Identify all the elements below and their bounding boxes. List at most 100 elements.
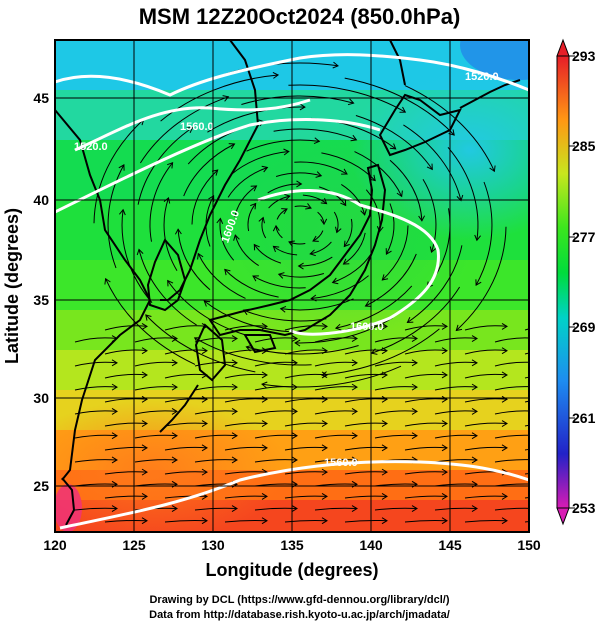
streamline	[471, 335, 478, 342]
coastline-korea-peninsula	[146, 238, 187, 312]
streamline	[74, 459, 118, 463]
streamline	[141, 517, 148, 525]
streamline	[464, 373, 508, 379]
streamline	[494, 386, 529, 391]
streamline	[532, 384, 537, 390]
streamline	[242, 308, 250, 316]
streamline	[374, 337, 418, 343]
streamline	[74, 507, 118, 511]
streamline	[411, 335, 418, 342]
streamline	[321, 395, 328, 403]
streamline	[332, 61, 339, 69]
streamline	[434, 337, 478, 343]
streamline	[381, 517, 388, 525]
streamline	[434, 410, 478, 415]
streamline	[203, 300, 289, 333]
streamline	[494, 410, 529, 415]
streamline	[347, 98, 355, 106]
streamline	[141, 468, 148, 476]
credit-drawing: Drawing by DCL (https://www.gfd-dennou.o…	[149, 594, 450, 606]
streamline	[254, 386, 298, 391]
streamline	[74, 337, 118, 343]
streamline	[434, 507, 478, 511]
streamline	[261, 381, 268, 389]
y-axis-ticks: 25 30 35 40 45	[33, 90, 49, 494]
contour-label: 1560.0	[324, 457, 358, 469]
streamline	[314, 337, 358, 343]
streamline	[224, 373, 268, 379]
streamline	[374, 434, 418, 439]
streamline	[501, 347, 508, 355]
contour-1560-south	[59, 460, 529, 530]
warm-sw-region	[55, 400, 290, 532]
colorbar-bottom-arrow	[556, 507, 570, 526]
x-tick-label: 145	[438, 537, 462, 553]
streamline	[344, 471, 388, 475]
streamline	[434, 459, 478, 463]
streamline	[201, 517, 208, 525]
streamline	[381, 371, 388, 379]
streamline	[254, 337, 298, 343]
streamline	[105, 278, 196, 365]
streamline	[310, 241, 332, 255]
streamline	[174, 228, 182, 235]
streamline	[141, 444, 148, 452]
streamline	[434, 386, 478, 391]
contour-label: 1520.0	[465, 71, 499, 83]
streamline	[288, 240, 295, 247]
streamline	[376, 226, 384, 233]
y-tick-label: 25	[33, 478, 49, 494]
x-tick-label: 150	[517, 537, 541, 553]
streamline	[441, 395, 448, 403]
streamline	[313, 137, 321, 145]
streamline	[163, 197, 178, 271]
streamline	[261, 217, 267, 239]
streamline	[314, 410, 358, 415]
streamline	[224, 268, 231, 276]
streamline	[441, 420, 448, 427]
streamline	[111, 407, 118, 415]
streamline	[252, 275, 259, 282]
streamline	[278, 273, 325, 278]
streamline	[381, 347, 388, 355]
streamline	[355, 115, 433, 170]
streamline	[407, 245, 463, 323]
streamline	[321, 444, 328, 452]
streamline	[501, 322, 508, 330]
streamline	[167, 280, 245, 335]
streamline	[381, 420, 388, 427]
x-tick-label: 140	[359, 537, 383, 553]
streamline	[111, 505, 118, 512]
streamline	[134, 434, 178, 439]
cold-ne-region	[350, 60, 529, 240]
streamline	[261, 371, 268, 379]
streamline	[284, 193, 291, 201]
streamline	[314, 361, 358, 367]
streamline	[254, 434, 298, 439]
streamline	[441, 517, 448, 525]
streamline	[385, 248, 392, 255]
streamline	[494, 459, 529, 463]
streamline	[399, 106, 407, 113]
streamline	[455, 324, 463, 332]
contour-label: 1600.0	[350, 321, 384, 333]
plot-frame	[54, 39, 530, 533]
streamline	[272, 224, 280, 232]
streamline	[273, 128, 357, 141]
streamline	[167, 279, 174, 287]
streamline	[207, 106, 305, 133]
streamline	[136, 248, 144, 256]
streamline	[344, 373, 388, 379]
streamline	[104, 398, 148, 403]
contour-1600-core	[257, 189, 440, 336]
streamline	[283, 148, 290, 156]
streamline	[441, 347, 448, 355]
coastline-sakhalin	[389, 40, 406, 86]
streamline	[201, 420, 208, 427]
streamline	[194, 361, 238, 367]
streamline	[434, 361, 478, 367]
streamline	[381, 444, 388, 452]
streamline	[224, 495, 268, 499]
streamline	[233, 234, 240, 241]
streamline	[381, 395, 388, 403]
